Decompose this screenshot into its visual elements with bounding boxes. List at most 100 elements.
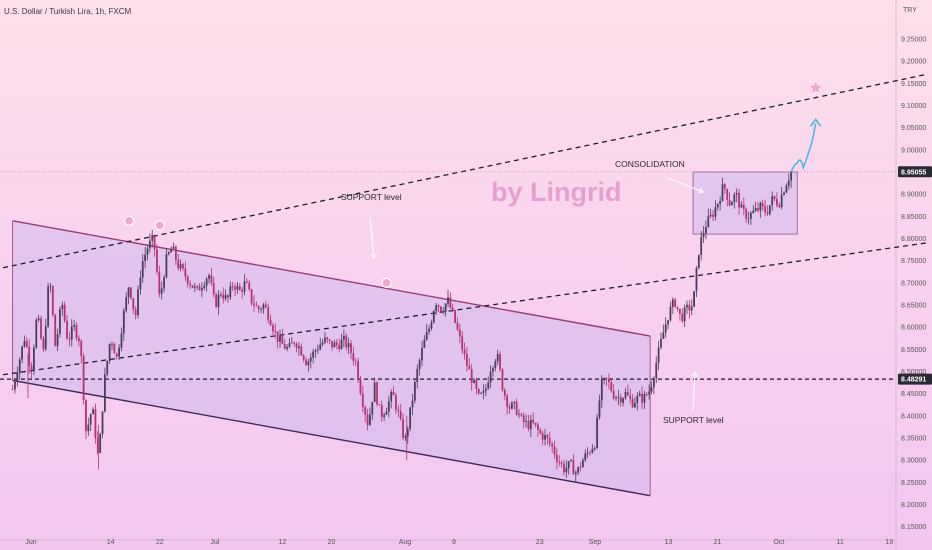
candle-body [132,298,135,310]
candle-body [409,407,412,429]
candle-body [357,361,359,380]
candle-body [378,404,381,406]
candle-body [676,306,679,309]
candle-body [456,322,459,330]
candle-body [125,297,128,311]
candle-body [340,339,343,350]
candle-body [122,310,125,334]
candle-body [191,285,194,288]
candle-body [761,203,764,207]
time-tick-label: 12 [278,539,286,546]
price-tick-label: 8.75000 [901,258,926,265]
candle-body [563,463,565,473]
candle-body [172,246,175,249]
candle-body [432,311,435,323]
candle-body [108,343,111,361]
candle-body [508,406,511,409]
candle-body [442,311,445,313]
time-tick-label: Oct [773,539,784,546]
candle-body [85,400,87,432]
support-lower-arrow [692,371,696,411]
time-tick-label: Jul [210,539,219,546]
trend-lines [0,73,927,380]
candle-body [170,248,173,253]
candle-body [555,454,558,462]
candle-body [608,378,610,383]
candle-body [94,409,97,438]
candle-body [369,414,371,426]
candle-body [146,248,149,255]
candles [11,170,793,482]
candle-body [515,401,518,415]
candle-body [272,325,274,332]
candle-body [759,203,762,211]
candle-body [286,346,288,349]
candle-body [719,201,722,204]
candle-body [553,446,556,455]
candle-body [449,297,452,308]
watermark: by Lingrid [491,177,622,207]
candle-body [298,346,300,349]
candle-body [567,461,570,468]
candle-body [342,335,345,340]
candle-body [402,418,404,438]
candle-body [738,192,740,208]
price-tick-label: 8.15000 [901,524,926,531]
candle-body [693,291,695,307]
candle-body [37,318,40,321]
symbol-title: U.S. Dollar / Turkish Lira, 1h, FXCM [4,7,132,16]
candle-body [255,305,258,307]
candle-body [385,411,388,415]
candle-body [518,414,520,416]
candle-body [437,305,440,307]
time-tick-label: 13 [665,539,673,546]
candle-body [610,382,613,391]
candle-body [622,398,625,403]
time-tick-label: 20 [327,539,335,546]
candle-body [423,339,426,348]
candle-body [404,436,407,438]
candle-body [364,407,367,415]
current-price-tag: 8.95055 [898,166,932,178]
candle-body [570,460,572,462]
pivot-marker-icon [154,220,165,231]
candle-body [733,194,736,203]
candle-body [428,328,430,332]
candle-body [120,333,123,348]
candle-body [283,344,286,349]
candle-body [716,203,719,208]
candle-body [700,237,703,255]
candle-body [754,207,757,211]
candle-body [726,189,729,200]
candle-body [73,324,76,327]
candle-body [790,171,793,181]
consolidation-arrow [667,177,704,193]
candle-body [250,289,253,304]
candle-body [511,402,513,409]
price-tick-label: 9.10000 [901,103,926,110]
candle-body [222,294,225,299]
candle-body [643,393,646,403]
candle-body [565,467,568,473]
candle-body [47,286,50,327]
candle-body [23,340,26,347]
candle-body [361,393,364,408]
candle-body [598,400,601,418]
candle-body [752,210,755,213]
price-tick-label: 8.85000 [901,214,926,221]
price-tick-label: 8.55000 [901,347,926,354]
candle-body [626,392,629,396]
price-tick-label: 8.65000 [901,303,926,310]
candle-body [77,338,80,342]
candle-body [489,371,492,383]
candle-body [160,288,163,294]
candle-body [293,342,296,344]
candle-body [421,347,423,361]
candle-body [158,271,161,294]
candle-body [648,391,651,395]
candle-body [764,206,766,213]
candle-body [655,362,658,379]
candle-body [461,336,464,350]
trendline-middle-dashed [0,242,927,376]
